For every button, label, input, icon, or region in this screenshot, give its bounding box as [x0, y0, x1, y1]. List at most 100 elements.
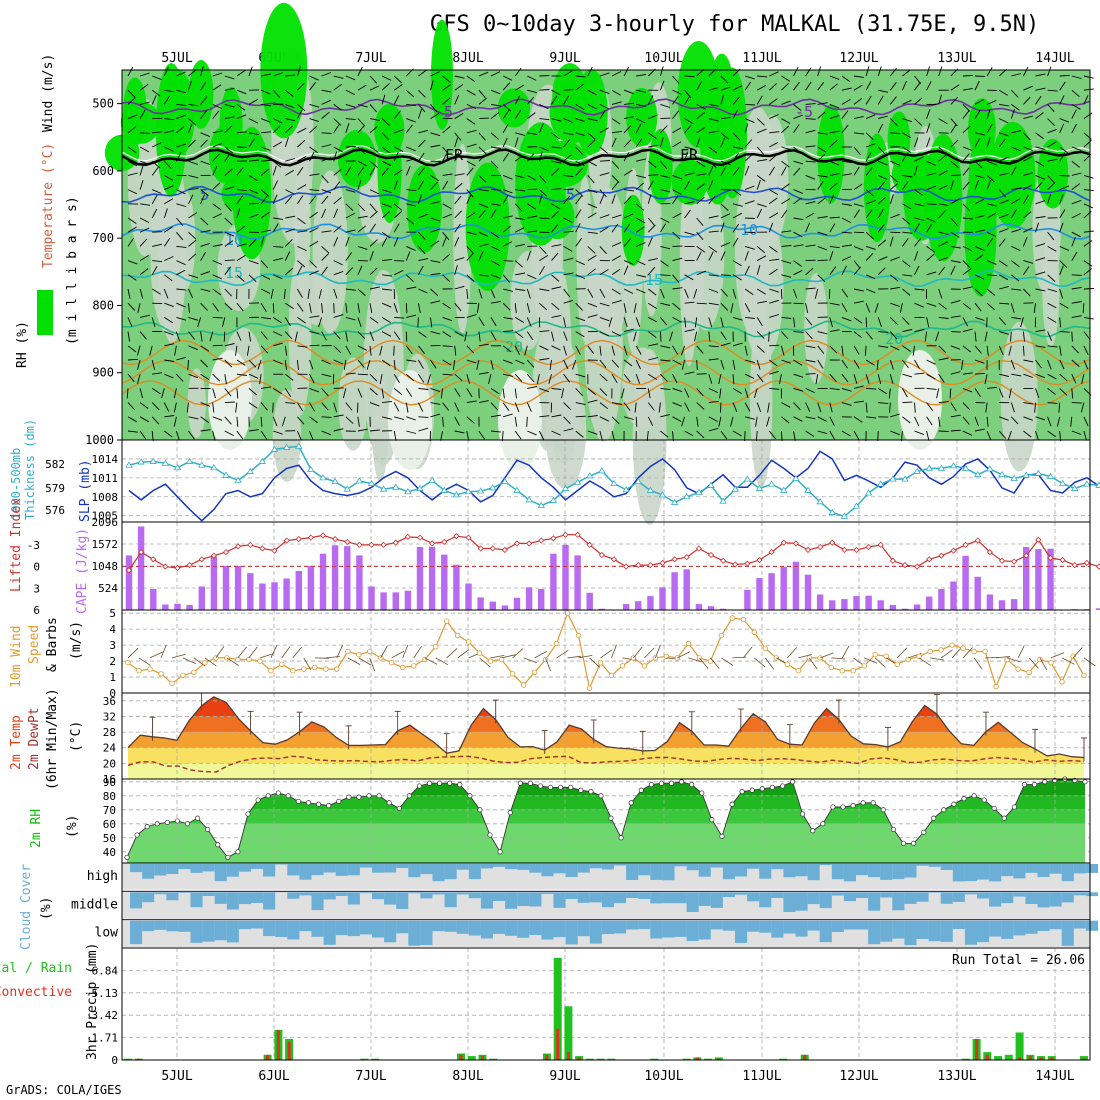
- wind-barb: [1083, 112, 1093, 119]
- wind-barb: [393, 303, 398, 313]
- thickness-point: [307, 465, 315, 473]
- wind-speed-point: [125, 660, 131, 666]
- wind-barb: [865, 374, 870, 384]
- wind-barb: [345, 331, 348, 342]
- cloud-cover-cell: [1037, 920, 1050, 931]
- wind-barb: [720, 166, 727, 176]
- wind-barb: [406, 286, 417, 290]
- wind-barb: [1011, 228, 1021, 233]
- wind-barb: [430, 80, 434, 91]
- wind-barb: [503, 316, 514, 320]
- wind-barb: [611, 430, 616, 441]
- wind-barb: [333, 208, 339, 219]
- wind-barb: [624, 116, 634, 120]
- wind-barb: [902, 217, 911, 225]
- wind-barb-10m: [226, 657, 239, 666]
- wind-barb: [127, 288, 131, 299]
- wind-barb: [551, 203, 561, 210]
- wind-barb: [200, 160, 211, 165]
- thickness-point: [743, 475, 752, 482]
- wind-barb: [224, 146, 234, 154]
- wind-barb: [974, 254, 984, 261]
- wind-barb: [551, 146, 562, 149]
- wind-barb: [926, 137, 931, 148]
- wind-barb: [163, 66, 169, 77]
- y-tick-label: 900: [92, 366, 114, 380]
- wind-barb: [696, 183, 705, 190]
- wind-speed-point: [663, 653, 670, 659]
- wind-barb-10m: [248, 646, 258, 659]
- pressure-unit-label: (m i l l i b a r s): [65, 196, 80, 345]
- wind-barb: [611, 137, 617, 148]
- wind-barb: [793, 430, 796, 441]
- lifted-index-point: [210, 552, 217, 559]
- wind-barb: [1035, 160, 1045, 167]
- wind-barb: [369, 286, 380, 290]
- wind-barb: [599, 72, 610, 77]
- temperature-contour-warm: [121, 359, 1091, 386]
- wind-barb: [914, 430, 924, 436]
- wind-barb: [417, 317, 419, 328]
- wind-barb: [684, 124, 692, 134]
- wind-barb: [878, 174, 888, 181]
- wind-barb: [635, 182, 644, 190]
- wind-barb: [164, 226, 173, 233]
- wind-barb: [636, 158, 647, 162]
- date-label-top: 10JUL: [644, 51, 683, 66]
- wind-barb: [950, 96, 959, 105]
- wind-barb: [188, 316, 199, 321]
- wind-barb: [406, 416, 416, 421]
- wind-barb: [1010, 89, 1019, 98]
- cloud-cover-cell: [831, 920, 844, 932]
- wind-barb: [999, 103, 1010, 107]
- wind-barb: [962, 430, 973, 436]
- cape-bar: [331, 545, 339, 610]
- precip-total-bar: [124, 1058, 132, 1060]
- cloud-cover-cell: [710, 892, 723, 908]
- rh-2m-point: [164, 819, 170, 825]
- thickness-point: [683, 492, 691, 500]
- wind-barb: [575, 415, 586, 418]
- cloud-cover-cell: [287, 920, 300, 940]
- wind-barb: [1082, 303, 1085, 314]
- wind-barb: [587, 175, 595, 184]
- wind-barb: [164, 359, 175, 362]
- wind-speed-point: [465, 639, 472, 645]
- wind-barb: [889, 118, 898, 126]
- wind-barb: [466, 288, 469, 299]
- wind-barb-10m: [479, 657, 491, 668]
- wind-speed-point: [136, 668, 142, 674]
- wind-barb: [599, 89, 610, 95]
- cloud-cover-cell: [819, 864, 832, 866]
- wind-barb: [817, 197, 826, 205]
- wind-barb: [756, 359, 761, 370]
- wind-barb: [623, 328, 634, 333]
- temperature-contour-warm: [121, 339, 1091, 366]
- wind-barb: [405, 345, 413, 355]
- wind-barb: [503, 215, 513, 219]
- wind-barb: [696, 160, 706, 168]
- wind-speed-point: [531, 669, 538, 675]
- wind-barb: [285, 118, 296, 122]
- wind-barb: [938, 357, 949, 361]
- wind-barb-10m: [1061, 657, 1075, 665]
- lifted-index-point: [962, 541, 969, 548]
- contour-label: -5: [435, 103, 453, 121]
- wind-barb: [236, 195, 244, 205]
- wind-barb: [452, 359, 456, 370]
- cloud-cover-cell: [408, 864, 421, 878]
- wind-barb: [829, 114, 840, 120]
- wind-speed-point: [982, 648, 988, 655]
- wind-speed-point: [751, 629, 757, 635]
- wind-barb: [502, 75, 513, 81]
- wind-barb: [285, 158, 296, 162]
- wind-barb: [865, 95, 872, 105]
- wind-barb: [587, 415, 598, 418]
- wind-barb: [527, 112, 536, 119]
- wind-barb: [478, 317, 485, 327]
- wind-barb: [345, 189, 356, 193]
- cloud-cover-cell: [347, 864, 360, 876]
- wind-barb: [176, 356, 187, 361]
- wind-barb: [805, 317, 813, 326]
- wind-barb-10m: [1006, 657, 1021, 663]
